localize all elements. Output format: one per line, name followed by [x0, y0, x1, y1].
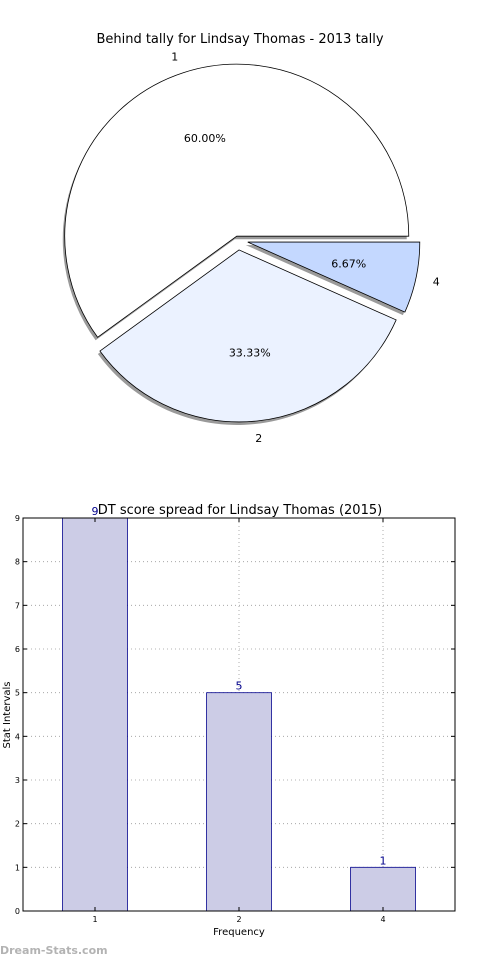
y-tick-label: 9 — [15, 514, 20, 523]
pie-slice-4 — [247, 241, 421, 313]
pie-labels: 60.00% 1 33.33% 2 6.67% 4 — [171, 50, 440, 445]
y-tick-label: 5 — [15, 689, 20, 698]
bar-1 — [62, 517, 128, 912]
y-tick-label: 2 — [15, 820, 20, 829]
y-tick-label: 3 — [15, 776, 20, 785]
pie-pct-label: 60.00% — [184, 132, 226, 145]
pie-slice-2 — [99, 249, 397, 423]
pie-pct-label: 6.67% — [331, 258, 366, 271]
x-tick-label: 4 — [380, 915, 385, 924]
y-tick-label: 1 — [15, 863, 20, 872]
bar-plot-frame — [22, 517, 456, 912]
watermark: Dream-Stats.com — [0, 944, 108, 957]
bar-4 — [350, 866, 416, 912]
bar-value-label: 1 — [380, 854, 387, 867]
y-tick-label: 6 — [15, 645, 20, 654]
pie-category-label: 1 — [171, 50, 178, 63]
y-tick-label: 8 — [15, 558, 20, 567]
x-tick-label: 2 — [236, 915, 241, 924]
x-tick-label: 1 — [92, 915, 97, 924]
pie-slice-1 — [64, 63, 410, 338]
pie-pct-label: 33.33% — [229, 347, 271, 360]
bar-value-label: 9 — [92, 505, 99, 518]
pie-chart: Behind tally for Lindsay Thomas - 2013 t… — [62, 32, 440, 445]
pie-category-label: 2 — [255, 432, 262, 445]
y-tick-label: 7 — [15, 601, 20, 610]
bar-value-label: 5 — [236, 680, 243, 693]
x-axis-label: Frequency — [213, 927, 265, 938]
pie-slices — [64, 63, 421, 423]
bar-bars: 9 5 1 — [62, 505, 416, 912]
bar-title: DT score spread for Lindsay Thomas (2015… — [98, 503, 382, 518]
bar-2 — [206, 692, 272, 912]
y-tick-label: 0 — [15, 907, 20, 916]
bar-ticks: 0 1 2 3 4 5 6 7 8 9 1 2 4 — [15, 514, 455, 924]
y-tick-label: 4 — [15, 732, 20, 741]
y-axis-label: Stat Intervals — [2, 681, 13, 748]
bar-chart: DT score spread for Lindsay Thomas (2015… — [2, 503, 456, 938]
pie-category-label: 4 — [433, 275, 440, 288]
pie-title: Behind tally for Lindsay Thomas - 2013 t… — [96, 32, 383, 47]
